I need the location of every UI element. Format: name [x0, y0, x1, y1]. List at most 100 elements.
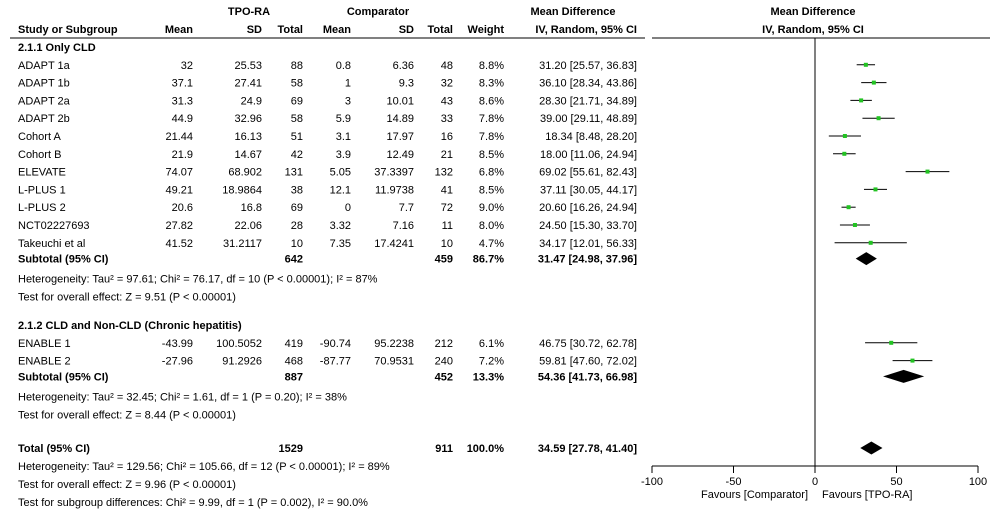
study-2-ci: 36.10 [28.34, 43.86]: [539, 78, 637, 90]
study-11-weight: 4.7%: [479, 238, 504, 250]
study-9-mean2: 0: [345, 202, 351, 214]
study-12-n2: 212: [435, 338, 453, 350]
study-12-mean2: -90.74: [320, 338, 351, 350]
total-n1: 1529: [279, 443, 303, 455]
study-9-ci: 20.60 [16.26, 24.94]: [539, 202, 637, 214]
total-weight: 100.0%: [467, 443, 505, 455]
study-9-sd1: 16.8: [241, 202, 262, 214]
study-2-name: ADAPT 1b: [18, 78, 70, 90]
study-11-mean2: 7.35: [330, 238, 351, 250]
study-11-n1: 10: [291, 238, 303, 250]
header-mean-2: Mean: [323, 24, 351, 36]
subtotal-1-ci: 31.47 [24.98, 37.96]: [538, 254, 637, 266]
study-12-ci: 46.75 [30.72, 62.78]: [539, 338, 637, 350]
header-study: Study or Subgroup: [18, 24, 118, 36]
study-5-weight: 7.8%: [479, 131, 504, 143]
study-8-n2: 41: [441, 184, 453, 196]
total-label: Total (95% CI): [18, 443, 90, 455]
study-13-name: ENABLE 2: [18, 356, 71, 368]
study-13-n1: 468: [285, 356, 303, 368]
study-1-n2: 48: [441, 60, 453, 72]
study-1-mean2: 0.8: [336, 60, 351, 72]
study-4-name: ADAPT 2b: [18, 113, 70, 125]
study-1-n1: 88: [291, 60, 303, 72]
study-6-point: [842, 151, 847, 156]
study-4-weight: 7.8%: [479, 113, 504, 125]
study-3-name: ADAPT 2a: [18, 95, 71, 107]
subtotal-1-n2: 459: [435, 254, 453, 266]
study-4-n2: 33: [441, 113, 453, 125]
study-1-weight: 8.8%: [479, 60, 504, 72]
header-plot-mean-difference: Mean Difference: [771, 6, 856, 18]
study-12-point: [889, 340, 894, 345]
overall-effect-1: Test for overall effect: Z = 9.51 (P < 0…: [18, 292, 236, 304]
study-12-n1: 419: [285, 338, 303, 350]
study-13-point: [910, 358, 915, 363]
study-4-ci: 39.00 [29.11, 48.89]: [540, 113, 637, 125]
study-6-mean2: 3.9: [336, 149, 351, 161]
study-1-sd1: 25.53: [234, 60, 262, 72]
study-7-ci: 69.02 [55.61, 82.43]: [539, 167, 637, 179]
study-5-mean2: 3.1: [336, 131, 351, 143]
study-3-sd2: 10.01: [386, 95, 414, 107]
study-4-mean1: 44.9: [172, 113, 193, 125]
study-9-n2: 72: [441, 202, 453, 214]
subtotal-2-n2: 452: [435, 371, 453, 383]
study-10-name: NCT02227693: [18, 220, 90, 232]
study-8-n1: 38: [291, 184, 303, 196]
study-4-sd1: 32.96: [234, 113, 262, 125]
total-diamond: [860, 441, 883, 455]
header-mean-difference: Mean Difference: [531, 6, 616, 18]
study-3-n1: 69: [291, 95, 303, 107]
study-6-sd2: 12.49: [386, 149, 414, 161]
study-11-point: [868, 240, 873, 245]
study-9-mean1: 20.6: [172, 202, 193, 214]
header-mean-1: Mean: [165, 24, 193, 36]
total-n2: 911: [435, 443, 453, 455]
x-tick-label-4: 100: [969, 476, 987, 488]
overall-effect-total: Test for overall effect: Z = 9.96 (P < 0…: [18, 479, 236, 491]
study-6-sd1: 14.67: [234, 149, 262, 161]
study-8-name: L-PLUS 1: [18, 184, 66, 196]
study-6-name: Cohort B: [18, 149, 61, 161]
study-8-mean2: 12.1: [330, 184, 351, 196]
study-7-name: ELEVATE: [18, 167, 66, 179]
study-1-sd2: 6.36: [393, 60, 414, 72]
header-total-2: Total: [428, 24, 453, 36]
subtotal-2-weight: 13.3%: [473, 371, 504, 383]
study-1-ci: 31.20 [25.57, 36.83]: [539, 60, 637, 72]
study-2-mean1: 37.1: [172, 78, 193, 90]
study-13-mean2: -87.77: [320, 356, 351, 368]
study-3-mean2: 3: [345, 95, 351, 107]
study-4-point: [876, 116, 881, 121]
subgroup-2-label: 2.1.2 CLD and Non-CLD (Chronic hepatitis…: [18, 320, 242, 332]
study-10-weight: 8.0%: [479, 220, 504, 232]
study-2-mean2: 1: [345, 78, 351, 90]
header-sd-1: SD: [247, 24, 262, 36]
study-10-sd2: 7.16: [393, 220, 414, 232]
subtotal-1-weight: 86.7%: [473, 254, 504, 266]
heterogeneity-total: Heterogeneity: Tau² = 129.56; Chi² = 105…: [18, 461, 390, 473]
study-10-mean2: 3.32: [330, 220, 351, 232]
study-2-point: [871, 80, 876, 85]
subtotal-2-label: Subtotal (95% CI): [18, 371, 109, 383]
heterogeneity-2: Heterogeneity: Tau² = 32.45; Chi² = 1.61…: [18, 391, 347, 403]
study-2-n1: 58: [291, 78, 303, 90]
study-5-n2: 16: [441, 131, 453, 143]
study-13-ci: 59.81 [47.60, 72.02]: [539, 356, 637, 368]
favours-right-label: Favours [TPO-RA]: [822, 489, 912, 501]
study-8-sd1: 18.9864: [222, 184, 262, 196]
study-6-n2: 21: [441, 149, 453, 161]
x-tick-label-1: -50: [726, 476, 742, 488]
study-10-ci: 24.50 [15.30, 33.70]: [539, 220, 637, 232]
study-9-sd2: 7.7: [399, 202, 414, 214]
x-tick-label-3: 50: [890, 476, 902, 488]
study-13-mean1: -27.96: [162, 356, 193, 368]
study-1-name: ADAPT 1a: [18, 60, 71, 72]
study-7-mean1: 74.07: [165, 167, 193, 179]
study-5-sd1: 16.13: [234, 131, 262, 143]
study-3-point: [859, 98, 864, 103]
study-2-sd2: 9.3: [399, 78, 414, 90]
study-13-sd1: 91.2926: [222, 356, 262, 368]
study-2-weight: 8.3%: [479, 78, 504, 90]
